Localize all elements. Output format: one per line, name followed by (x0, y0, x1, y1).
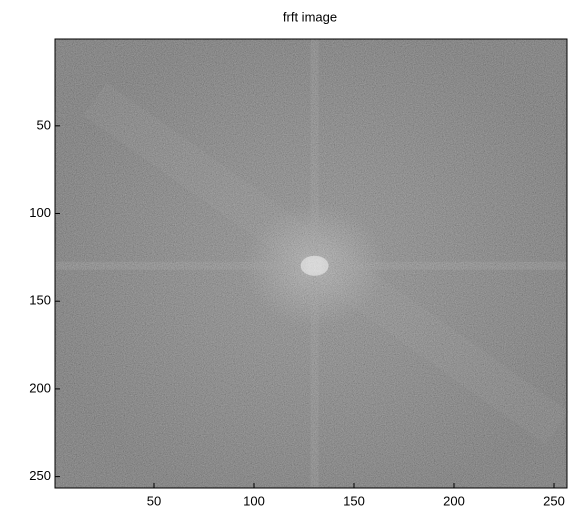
y-tick-label: 50 (37, 117, 51, 132)
image-center (300, 255, 329, 276)
axes-box (54, 38, 568, 489)
chart-title: frft image (283, 9, 337, 24)
x-tick-label: 100 (243, 493, 265, 508)
axes: 50 100 150 200 250 50 100 150 200 250 (29, 38, 569, 508)
x-tick-label: 150 (343, 493, 365, 508)
x-tick-label: 250 (543, 493, 565, 508)
y-tick-label: 100 (29, 205, 51, 220)
x-tick-label: 200 (443, 493, 465, 508)
x-tick-label: 50 (147, 493, 161, 508)
y-tick-label: 250 (29, 468, 51, 483)
y-tick-label: 150 (29, 293, 51, 308)
y-tick-label: 200 (29, 380, 51, 395)
